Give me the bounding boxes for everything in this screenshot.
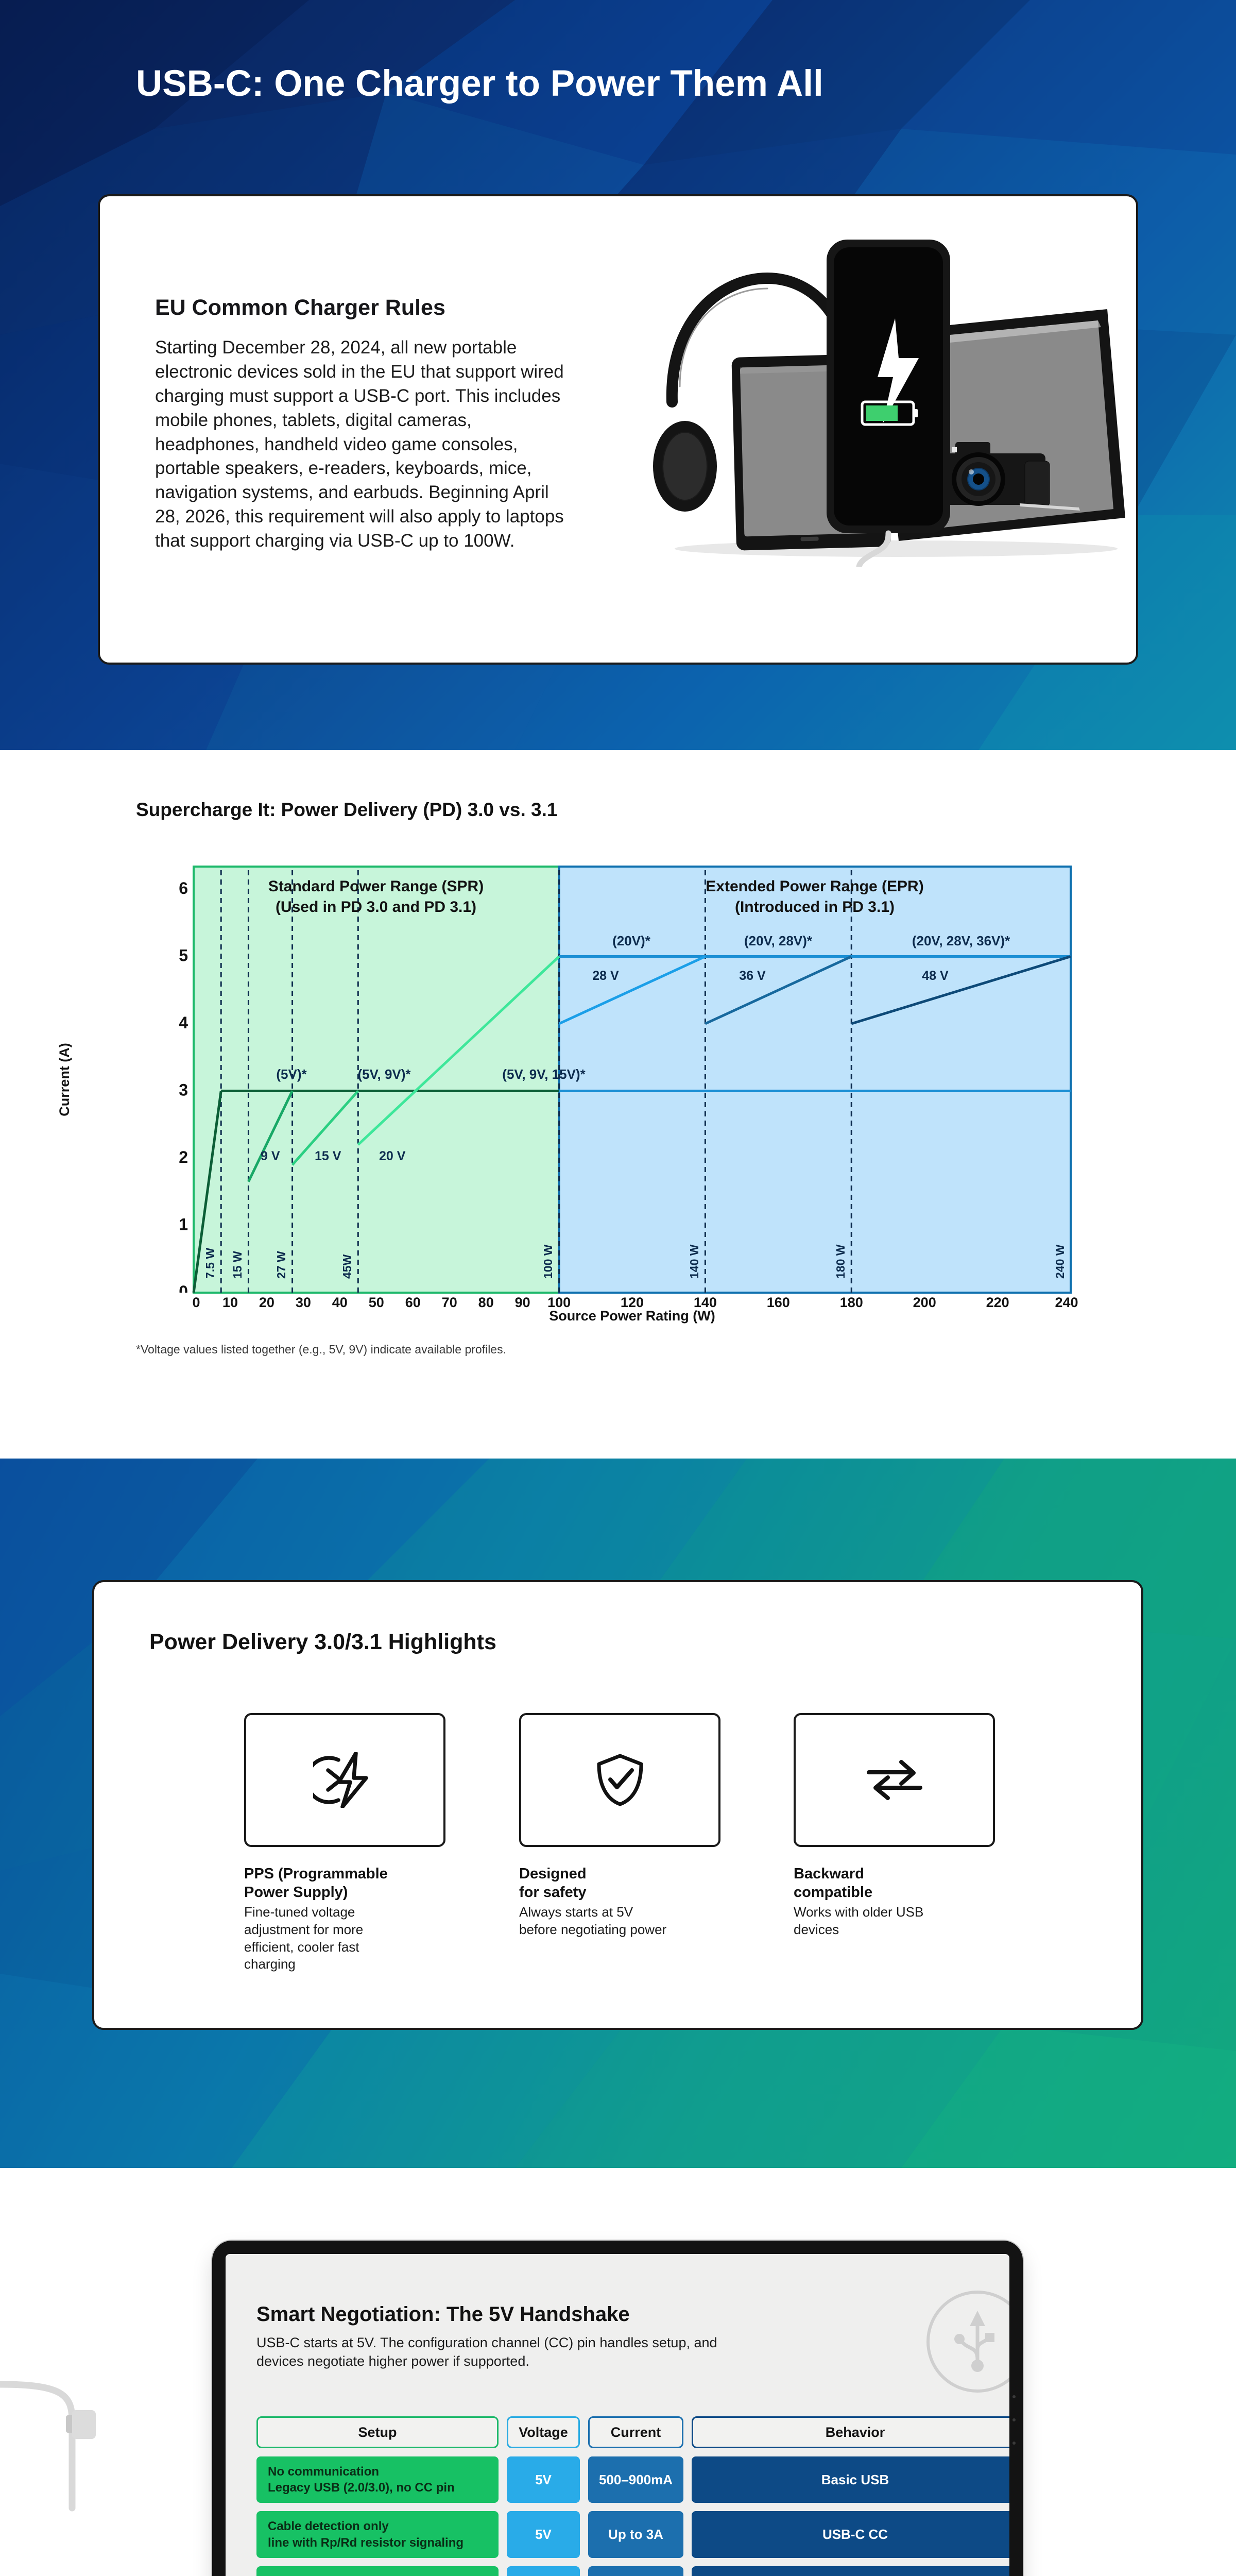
svg-text:1: 1 [179, 1215, 188, 1234]
svg-text:220: 220 [986, 1295, 1009, 1310]
svg-text:200: 200 [913, 1295, 936, 1310]
svg-text:(20V, 28V, 36V)*: (20V, 28V, 36V)* [912, 933, 1010, 948]
svg-text:240 W: 240 W [1053, 1244, 1067, 1279]
svg-text:4: 4 [179, 1013, 188, 1032]
svg-text:60: 60 [405, 1295, 421, 1310]
svg-text:140 W: 140 W [688, 1244, 701, 1279]
svg-text:160: 160 [767, 1295, 790, 1310]
svg-text:(Used in PD 3.0 and PD 3.1): (Used in PD 3.0 and PD 3.1) [276, 899, 476, 916]
svg-text:7.5 W: 7.5 W [203, 1248, 217, 1279]
svg-text:90: 90 [515, 1295, 530, 1310]
svg-text:70: 70 [442, 1295, 457, 1310]
svg-text:80: 80 [478, 1295, 494, 1310]
svg-text:20: 20 [259, 1295, 274, 1310]
svg-text:27 W: 27 W [274, 1251, 288, 1279]
svg-text:0: 0 [179, 1282, 188, 1293]
svg-text:36 V: 36 V [739, 969, 766, 983]
svg-text:2: 2 [179, 1148, 188, 1166]
svg-text:180 W: 180 W [834, 1244, 847, 1279]
svg-text:40: 40 [332, 1295, 348, 1310]
svg-text:100 W: 100 W [541, 1244, 555, 1279]
svg-text:50: 50 [369, 1295, 384, 1310]
svg-text:(5V)*: (5V)* [276, 1066, 307, 1082]
svg-text:(5V, 9V, 15V)*: (5V, 9V, 15V)* [502, 1066, 586, 1082]
svg-text:Extended Power Range (EPR): Extended Power Range (EPR) [706, 878, 923, 895]
svg-text:5: 5 [179, 946, 188, 965]
svg-text:(20V, 28V)*: (20V, 28V)* [744, 933, 813, 948]
svg-text:15 V: 15 V [315, 1149, 341, 1163]
svg-text:30: 30 [296, 1295, 311, 1310]
svg-text:140: 140 [694, 1295, 717, 1310]
svg-text:15 W: 15 W [231, 1251, 244, 1279]
svg-text:48 V: 48 V [922, 969, 949, 983]
svg-text:28 V: 28 V [592, 969, 619, 983]
svg-text:Standard Power Range (SPR): Standard Power Range (SPR) [268, 878, 484, 895]
svg-text:20 V: 20 V [379, 1149, 406, 1163]
svg-text:0: 0 [192, 1295, 200, 1310]
svg-text:10: 10 [222, 1295, 238, 1310]
svg-text:100: 100 [547, 1295, 571, 1310]
svg-text:6: 6 [179, 879, 188, 897]
svg-text:9 V: 9 V [261, 1149, 280, 1163]
svg-text:(Introduced in PD 3.1): (Introduced in PD 3.1) [735, 899, 895, 916]
svg-text:(20V)*: (20V)* [612, 933, 651, 948]
svg-text:3: 3 [179, 1081, 188, 1099]
svg-text:120: 120 [621, 1295, 644, 1310]
svg-text:45W: 45W [340, 1254, 354, 1279]
svg-text:180: 180 [840, 1295, 863, 1310]
svg-text:240: 240 [1055, 1295, 1078, 1310]
svg-text:(5V, 9V)*: (5V, 9V)* [357, 1066, 411, 1082]
